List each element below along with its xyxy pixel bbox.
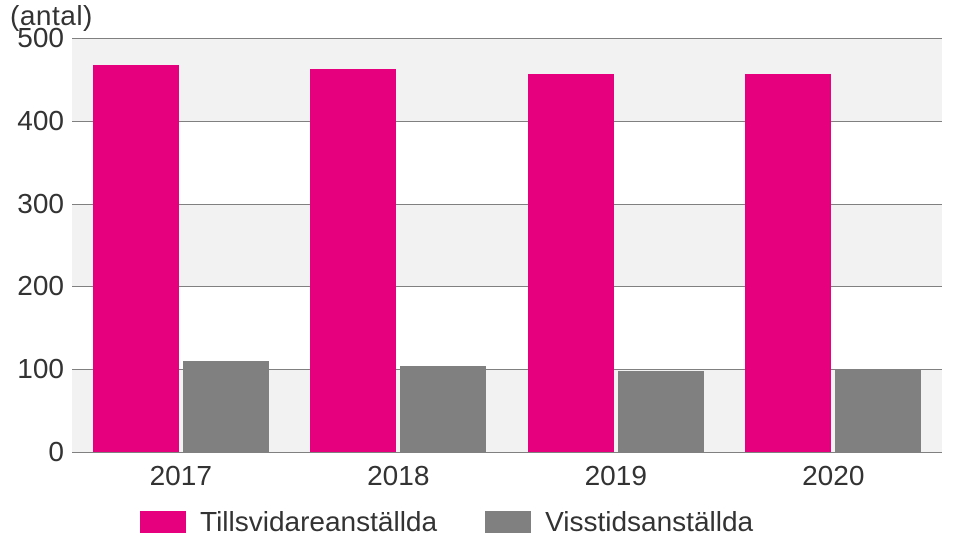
x-tick-label: 2019 <box>585 460 647 492</box>
x-tick-label: 2018 <box>367 460 429 492</box>
y-tick-label: 200 <box>4 270 64 302</box>
legend-swatch <box>140 511 186 533</box>
legend-label: Tillsvidareanställda <box>200 506 437 538</box>
bar-tillsvidare <box>310 69 396 452</box>
x-tick-label: 2017 <box>150 460 212 492</box>
bars-layer <box>72 38 942 452</box>
bar-visstid <box>618 371 704 452</box>
legend-item: Tillsvidareanställda <box>140 506 437 538</box>
employment-bar-chart: (antal) 0100200300400500 201720182019202… <box>0 0 956 557</box>
bar-visstid <box>400 366 486 452</box>
x-axis-line <box>72 452 942 453</box>
legend-swatch <box>485 511 531 533</box>
bar-tillsvidare <box>93 65 179 453</box>
legend-label: Visstidsanställda <box>545 506 753 538</box>
y-tick-label: 0 <box>4 436 64 468</box>
legend-item: Visstidsanställda <box>485 506 753 538</box>
bar-tillsvidare <box>528 74 614 452</box>
bar-visstid <box>835 369 921 452</box>
x-tick-label: 2020 <box>802 460 864 492</box>
y-tick-label: 400 <box>4 105 64 137</box>
bar-tillsvidare <box>745 74 831 452</box>
bar-visstid <box>183 361 269 452</box>
y-tick-label: 100 <box>4 353 64 385</box>
y-tick-label: 500 <box>4 22 64 54</box>
legend: Tillsvidareanställda Visstidsanställda <box>140 506 753 538</box>
y-tick-label: 300 <box>4 188 64 220</box>
plot-area <box>72 38 942 452</box>
